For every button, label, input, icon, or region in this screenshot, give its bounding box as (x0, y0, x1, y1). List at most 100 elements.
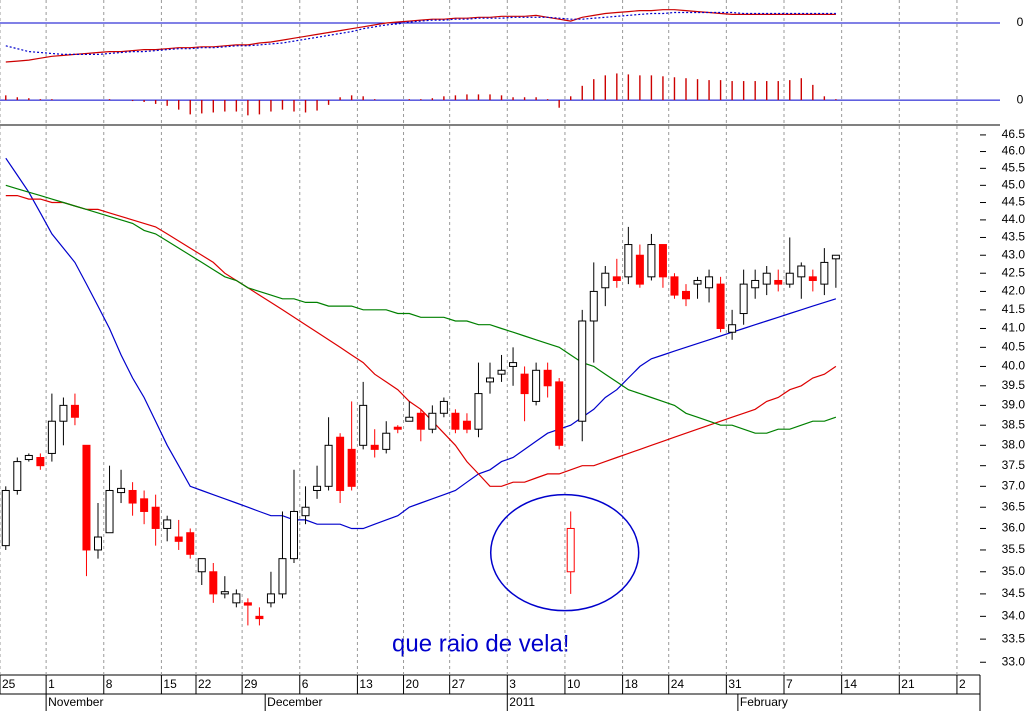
y-tick-label: 36.0 (1002, 521, 1026, 535)
candle-body (82, 444, 91, 551)
candle-body (370, 444, 379, 450)
month-label: February (740, 695, 788, 709)
y-tick-label: 35.0 (1002, 564, 1026, 578)
candle-body (658, 244, 667, 278)
indicator-line (5, 9, 836, 63)
candle-body (278, 558, 287, 595)
month-label: December (267, 695, 322, 709)
candle-body (566, 527, 575, 573)
y-tick-label: 41.0 (1002, 321, 1026, 335)
candle-body (209, 571, 218, 595)
y-tick-label: 46.0 (1002, 144, 1026, 158)
y-tick-label: 34.0 (1002, 609, 1026, 623)
y-tick-label: 36.5 (1002, 499, 1026, 513)
y-tick-label: 45.0 (1002, 178, 1026, 192)
candle-body (232, 593, 241, 604)
candle-body (451, 412, 460, 430)
candle-body (220, 591, 229, 595)
candle-body (462, 420, 471, 430)
candle-body (728, 324, 737, 333)
y-tick-label: 33.0 (1002, 654, 1026, 668)
candle-body (382, 432, 391, 450)
candle-body (1, 489, 10, 547)
x-tick-label: 10 (567, 677, 581, 691)
candle-body (313, 485, 322, 491)
x-tick-label: 15 (163, 677, 177, 691)
x-tick-label: 13 (359, 677, 373, 691)
y-tick-label: 42.5 (1002, 265, 1026, 279)
x-tick-label: 31 (728, 677, 742, 691)
candle-body (520, 373, 529, 395)
candle-body (785, 272, 794, 285)
candle-body (716, 283, 725, 329)
y-tick-label: 0 (1017, 92, 1024, 106)
candle-body (635, 254, 644, 285)
x-tick-label: 2 (959, 677, 966, 691)
candle-body (705, 276, 714, 289)
y-tick-label: 39.5 (1002, 378, 1026, 392)
y-tick-label: 33.5 (1002, 631, 1026, 645)
x-tick-label: 24 (671, 677, 685, 691)
month-label: 2011 (509, 695, 535, 709)
candle-body (670, 276, 679, 296)
candle-body (47, 420, 56, 454)
y-tick-label: 45.5 (1002, 161, 1026, 175)
y-tick-label: 37.0 (1002, 478, 1026, 492)
moving-average-line (5, 184, 837, 434)
y-tick-label: 41.5 (1002, 302, 1026, 316)
candle-body (509, 362, 518, 367)
x-tick-label: 3 (509, 677, 516, 691)
candle-body (416, 412, 425, 430)
y-tick-label: 38.5 (1002, 417, 1026, 431)
y-tick-label: 40.5 (1002, 340, 1026, 354)
x-tick-label: 27 (452, 677, 466, 691)
candle-body (140, 498, 149, 512)
candle-body (405, 416, 414, 422)
candle-body (359, 404, 368, 446)
candle-body (762, 272, 771, 285)
y-tick-label: 42.0 (1002, 284, 1026, 298)
candle-body (336, 436, 345, 491)
candle-body (186, 532, 195, 555)
candle-body (751, 279, 760, 289)
candle-body (532, 369, 541, 402)
candle-body (128, 489, 137, 504)
y-tick-label: 43.0 (1002, 247, 1026, 261)
highlight-ellipse (489, 493, 640, 612)
y-tick-label: 0 (1017, 15, 1024, 29)
x-tick-label: 6 (302, 677, 309, 691)
candle-body (13, 461, 22, 491)
candle-body (612, 276, 621, 281)
y-tick-label: 46.5 (1002, 127, 1026, 141)
candle-body (70, 404, 79, 418)
candle-body (486, 377, 494, 383)
y-tick-label: 44.0 (1002, 212, 1026, 226)
candle-body (497, 369, 506, 375)
y-tick-label: 35.5 (1002, 542, 1026, 556)
y-tick-label: 34.5 (1002, 586, 1026, 600)
candle-body (831, 254, 840, 260)
candle-body (439, 400, 448, 414)
x-tick-label: 20 (406, 677, 420, 691)
x-tick-label: 1 (48, 677, 55, 691)
candle-body (301, 506, 310, 517)
x-tick-label: 18 (625, 677, 639, 691)
x-tick-label: 14 (844, 677, 858, 691)
month-label: November (48, 695, 103, 709)
candle-body (543, 369, 552, 387)
candle-body (682, 290, 690, 300)
y-tick-label: 38.0 (1002, 437, 1026, 451)
candle-body (555, 381, 564, 446)
candle-body (774, 279, 783, 285)
y-tick-label: 40.0 (1002, 359, 1026, 373)
candle-body (174, 536, 183, 542)
candle-body (393, 426, 402, 430)
marks-layer (1, 9, 840, 626)
moving-average-line (5, 195, 837, 487)
candle-body (266, 593, 275, 604)
candle-body (151, 506, 160, 529)
candle-body (808, 276, 817, 281)
